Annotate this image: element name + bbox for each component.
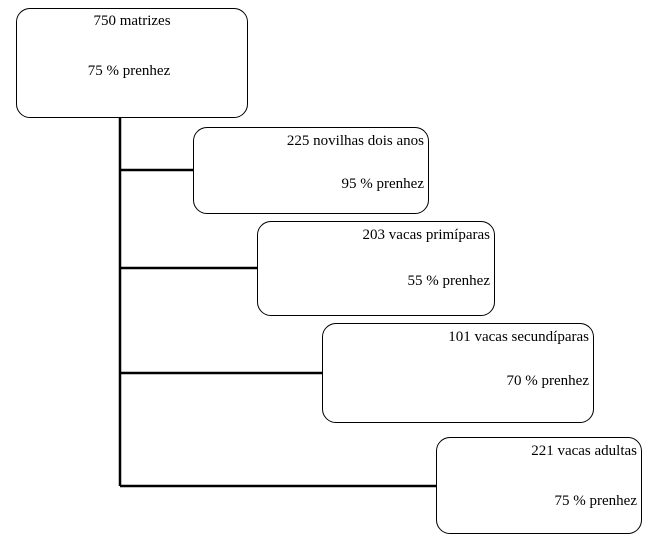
child-node-rate: 95 % prenhez	[341, 176, 424, 192]
child-node-novilhas: 225 novilhas dois anos 95 % prenhez	[193, 127, 429, 214]
child-node-rate: 55 % prenhez	[407, 273, 490, 289]
child-node-count: 221 vacas adultas	[531, 443, 637, 459]
child-node-count: 101 vacas secundíparas	[448, 329, 589, 345]
child-node-count: 225 novilhas dois anos	[286, 133, 424, 149]
root-node: 750 matrizes 75 % prenhez	[16, 8, 248, 118]
child-node-rate: 70 % prenhez	[506, 373, 589, 389]
child-node-primiparas: 203 vacas primíparas 55 % prenhez	[257, 221, 495, 316]
root-node-count: 750 matrizes	[93, 13, 171, 29]
child-node-count: 203 vacas primíparas	[362, 227, 490, 243]
root-node-rate: 75 % prenhez	[87, 63, 171, 79]
child-node-rate: 75 % prenhez	[554, 493, 637, 509]
child-node-secundiparas: 101 vacas secundíparas 70 % prenhez	[322, 323, 594, 423]
child-node-adultas: 221 vacas adultas 75 % prenhez	[436, 437, 642, 534]
